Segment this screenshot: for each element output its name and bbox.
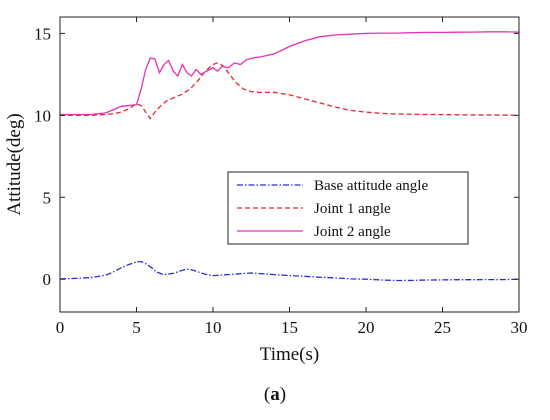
series-line-base-attitude	[59, 260, 520, 282]
legend-label-joint-2: Joint 2 angle	[314, 224, 391, 240]
figure-caption: (a)	[0, 384, 550, 406]
caption-open: (	[263, 384, 271, 405]
x-tick-label: 15	[281, 318, 298, 337]
x-tick-label: 0	[56, 318, 65, 337]
caption-letter: a	[270, 384, 280, 405]
axis-ticks: 0 5 10 15 20 25 30 0 5 10 15	[34, 17, 528, 337]
x-tick-label: 5	[132, 318, 141, 337]
series-line-joint-2	[60, 31, 520, 116]
legend: Base attitude angle Joint 1 angle Joint …	[227, 171, 469, 245]
y-tick-label: 10	[34, 106, 51, 125]
y-tick-label: 5	[43, 188, 52, 207]
legend-box	[227, 171, 469, 245]
y-axis-label: Attitude(deg)	[4, 113, 25, 215]
line-chart: 0 5 10 15 20 25 30 0 5 10 15 Time(s) Attitude(deg)…	[4, 16, 528, 365]
caption-close: )	[279, 384, 287, 405]
x-tick-label: 30	[511, 318, 528, 337]
y-tick-label: 15	[34, 24, 51, 43]
x-tick-label: 25	[434, 318, 451, 337]
legend-label-base-attitude: Base attitude angle	[314, 178, 428, 194]
series-lines	[59, 31, 520, 282]
x-tick-label: 20	[358, 318, 375, 337]
legend-label-joint-1: Joint 1 angle	[314, 201, 391, 217]
y-tick-label: 0	[43, 270, 52, 289]
x-axis-label: Time(s)	[260, 344, 319, 365]
series-line-joint-1	[60, 62, 520, 120]
plot-frame	[59, 16, 520, 313]
x-tick-label: 10	[205, 318, 222, 337]
